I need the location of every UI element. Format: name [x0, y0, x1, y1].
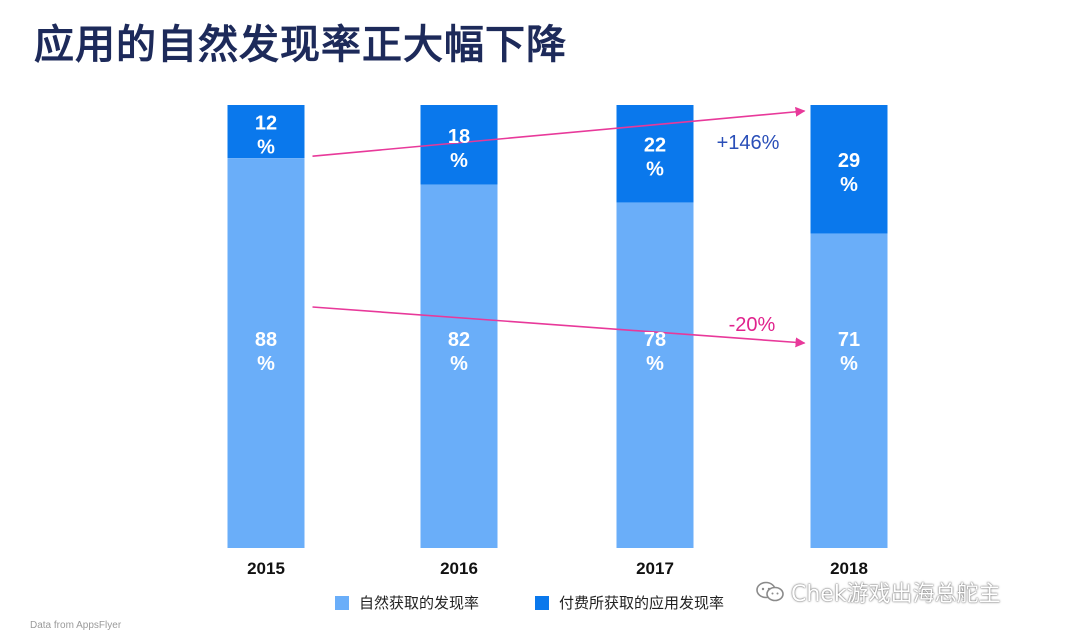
data-label-paid-2017: 22%: [644, 135, 666, 181]
trend-arrow-paid: [312, 106, 806, 157]
page-title: 应用的自然发现率正大幅下降: [34, 22, 567, 68]
legend-swatch-paid: [535, 595, 550, 610]
data-label-paid-2016: 18%: [448, 126, 470, 172]
legend-swatch-organic: [335, 595, 349, 610]
bar-paid-2018: [810, 105, 888, 234]
chart-legend: 自然获取的发现率 付费所获取的应用发现率: [335, 592, 780, 613]
legend-item-paid: 付费所获取的应用发现率: [535, 592, 724, 613]
source-note: Data from AppsFlyer: [30, 620, 122, 631]
data-label-paid-2018: 29%: [838, 150, 860, 196]
legend-item-organic: 自然获取的发现率: [335, 592, 479, 613]
legend-label-organic: 自然获取的发现率: [359, 594, 480, 612]
bar-organic-2017: [616, 202, 694, 548]
x-tick-label-2017: 2017: [636, 559, 674, 578]
trend-arrow-organic: [312, 306, 806, 348]
bar-organic-2015: [227, 158, 305, 548]
bar-organic-2016: [420, 184, 498, 549]
bar-paid-2015: [227, 105, 305, 159]
change-label-paid: +146%: [717, 132, 780, 154]
wechat-icon: [756, 581, 784, 602]
bar-organic-2018: [810, 233, 888, 548]
watermark: Chek游戏出海总舵主: [755, 576, 1001, 608]
x-tick-label-2015: 2015: [247, 559, 285, 578]
data-label-organic-2015: 88%: [255, 329, 277, 375]
watermark-text: Chek游戏出海总舵主: [791, 582, 1001, 607]
x-tick-label-2016: 2016: [440, 559, 478, 578]
bar-paid-2017: [616, 105, 694, 203]
x-tick-label-2018: 2018: [830, 559, 868, 578]
data-label-organic-2018: 71%: [838, 329, 860, 375]
data-label-organic-2016: 82%: [448, 329, 470, 375]
data-label-paid-2015: 12%: [255, 113, 277, 159]
legend-label-paid: 付费所获取的应用发现率: [559, 594, 725, 612]
change-label-organic: -20%: [729, 314, 776, 336]
data-label-organic-2017: 78%: [644, 329, 666, 375]
